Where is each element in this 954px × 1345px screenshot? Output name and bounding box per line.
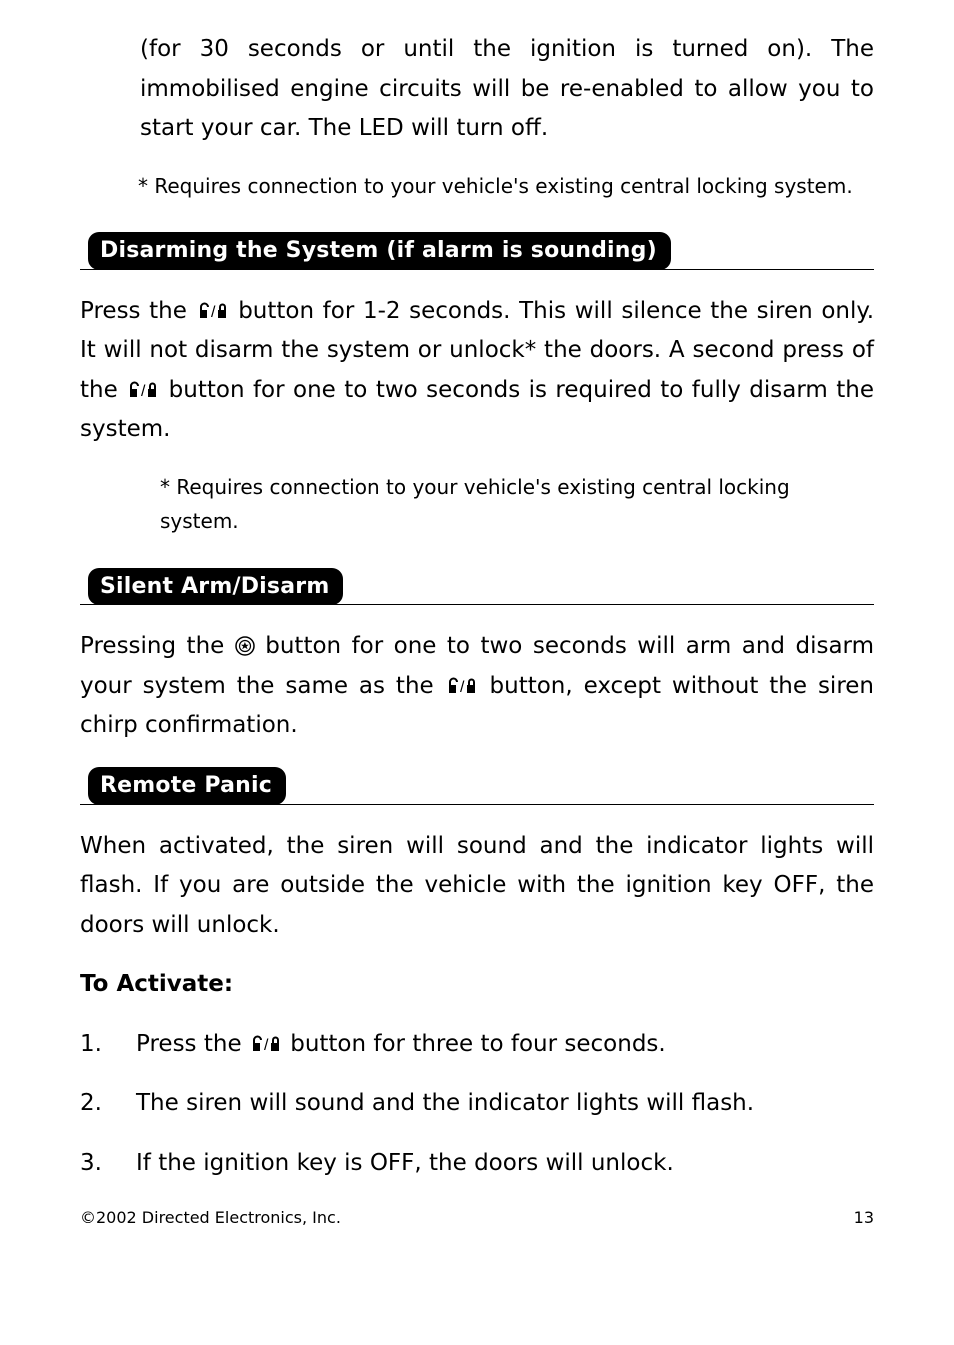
activate-steps-list: 1. Press the button for three to four se… xyxy=(80,1025,874,1184)
disarming-text-c: button for one to two seconds is require… xyxy=(80,377,874,443)
footer-page-number: 13 xyxy=(854,1204,874,1232)
lock-unlock-icon xyxy=(445,677,479,695)
list-item: 1. Press the button for three to four se… xyxy=(80,1025,874,1065)
step-number: 2. xyxy=(80,1084,136,1124)
to-activate-subhead: To Activate: xyxy=(80,965,874,1005)
lock-unlock-icon xyxy=(196,302,230,320)
step1-text-b: button for three to four seconds. xyxy=(290,1031,666,1057)
footnote-2: * Requires connection to your vehicle's … xyxy=(160,470,874,539)
disarming-paragraph: Press the button for 1-2 seconds. This w… xyxy=(80,292,874,450)
step-text: If the ignition key is OFF, the doors wi… xyxy=(136,1144,674,1184)
section-heading-row-silent: Silent Arm/Disarm xyxy=(80,567,874,606)
intro-paragraph: (for 30 seconds or until the ignition is… xyxy=(140,30,874,149)
silent-text-a: Pressing the xyxy=(80,633,235,659)
section-heading-row-panic: Remote Panic xyxy=(80,766,874,805)
lock-unlock-icon xyxy=(126,381,160,399)
step1-text-a: Press the xyxy=(136,1031,249,1057)
star-circle-icon xyxy=(235,636,255,656)
step-number: 1. xyxy=(80,1025,136,1065)
footer-copyright: ©2002 Directed Electronics, Inc. xyxy=(80,1204,341,1232)
step-number: 3. xyxy=(80,1144,136,1184)
step-text: The siren will sound and the indicator l… xyxy=(136,1084,754,1124)
section-heading-row-disarming: Disarming the System (if alarm is soundi… xyxy=(80,231,874,270)
silent-paragraph: Pressing the button for one to two secon… xyxy=(80,627,874,746)
footnote-1: * Requires connection to your vehicle's … xyxy=(138,169,874,203)
section-heading-panic: Remote Panic xyxy=(88,767,286,805)
section-heading-disarming: Disarming the System (if alarm is soundi… xyxy=(88,232,671,270)
step-text: Press the button for three to four secon… xyxy=(136,1025,666,1065)
list-item: 2. The siren will sound and the indicato… xyxy=(80,1084,874,1124)
disarming-text-a: Press the xyxy=(80,298,196,324)
lock-unlock-icon xyxy=(249,1035,283,1053)
panic-paragraph: When activated, the siren will sound and… xyxy=(80,827,874,946)
page-footer: ©2002 Directed Electronics, Inc. 13 xyxy=(80,1204,874,1232)
section-heading-silent: Silent Arm/Disarm xyxy=(88,568,343,606)
list-item: 3. If the ignition key is OFF, the doors… xyxy=(80,1144,874,1184)
